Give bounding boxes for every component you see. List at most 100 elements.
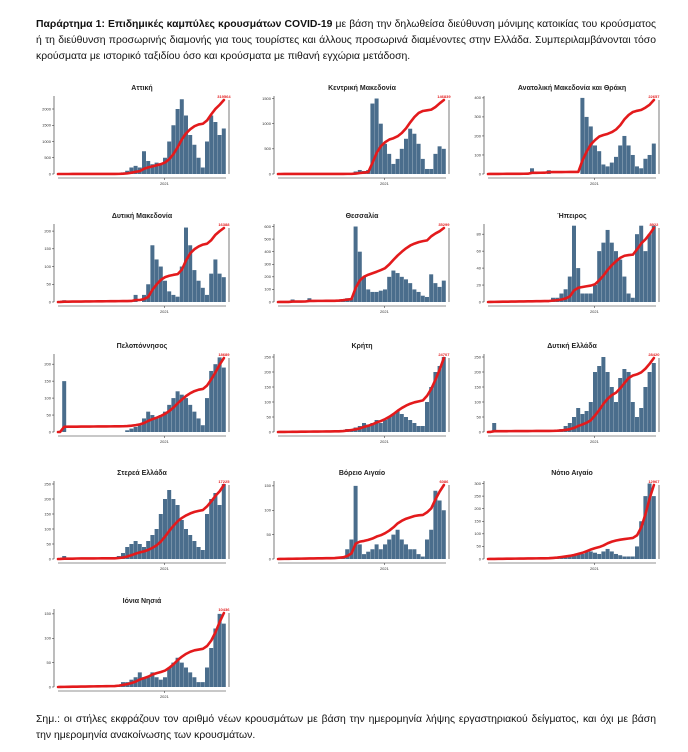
case-bar [437, 146, 442, 174]
case-bar [572, 555, 576, 559]
case-bar [572, 417, 576, 432]
case-bar [179, 266, 184, 302]
case-bar [639, 225, 644, 302]
case-bar [167, 490, 172, 559]
case-bar [142, 677, 146, 687]
y-tick-label: 150 [474, 519, 481, 524]
case-bar [179, 520, 184, 559]
case-bar [420, 556, 425, 559]
y-tick-label: 0 [479, 299, 482, 304]
y-tick-label: 150 [264, 483, 271, 488]
case-bar [142, 151, 146, 174]
case-bar [196, 682, 201, 687]
case-bar [205, 667, 209, 687]
case-bar [213, 493, 218, 559]
chart-svg: Βόρειο Αιγαίο 0 50 100 150 2021 6086 [264, 470, 450, 571]
y-tick-label: 100 [44, 264, 51, 269]
case-bar [597, 151, 602, 174]
epi-chart: Αττική 0 500 1000 1500 2000 2021 319564 [30, 80, 250, 198]
case-bar [217, 505, 222, 559]
case-bar [150, 672, 155, 687]
case-bar [133, 541, 138, 559]
case-bar [217, 357, 222, 432]
case-bar [353, 226, 358, 302]
case-bar [412, 289, 417, 302]
y-tick-label: 1500 [262, 96, 272, 101]
cumulative-line [276, 98, 446, 176]
case-bar [357, 544, 362, 559]
case-bar [593, 372, 597, 432]
y-tick-label: 0 [479, 429, 482, 434]
case-bar [374, 544, 379, 559]
chart-svg: Πελοπόννησος 0 50 100 150 200 2021 18689 [44, 342, 230, 444]
case-bar [142, 418, 146, 432]
y-tick-label: 200 [474, 133, 481, 138]
case-bar [387, 417, 392, 432]
chart-svg: Θεσσαλία 0 100 200 300 400 500 600 2021 35299 [264, 212, 450, 314]
y-tick-label: 150 [44, 246, 51, 251]
case-bar [605, 166, 610, 174]
case-bar [171, 499, 176, 559]
case-bar [391, 414, 396, 432]
case-bar [408, 420, 413, 432]
case-bar [593, 285, 597, 302]
case-bar [142, 547, 146, 559]
cumulative-end-label: 18689 [218, 352, 230, 357]
x-tick-label: 2021 [160, 439, 170, 444]
case-bar [221, 484, 226, 559]
chart-svg: Κρήτη 0 50 100 150 200 250 2021 24707 [264, 343, 450, 444]
y-tick-label: 20 [477, 282, 482, 287]
case-bar [129, 544, 134, 559]
case-bar [196, 418, 201, 432]
case-bar [395, 158, 400, 174]
case-bar [192, 677, 197, 687]
case-bar [429, 529, 434, 559]
case-bar [175, 657, 180, 687]
case-bar [647, 234, 652, 302]
case-bar [171, 398, 176, 432]
y-tick-label: 150 [44, 378, 51, 383]
chart-svg: Δυτική Μακεδονία 0 50 100 150 200 2021 16388 [44, 213, 230, 314]
y-tick-label: 50 [47, 412, 52, 417]
case-bar [125, 547, 130, 559]
chart-svg: Στερεά Ελλάδα 0 50 100 150 200 250 2021 17225 [44, 469, 230, 571]
y-tick-label: 200 [264, 274, 271, 279]
case-bar [647, 154, 652, 174]
chart-title: Βόρειο Αιγαίο [339, 470, 385, 477]
case-bar [158, 514, 163, 559]
y-tick-label: 80 [477, 231, 482, 236]
case-bar [163, 499, 167, 559]
case-bar [217, 273, 222, 302]
case-bar [416, 426, 421, 432]
epi-chart: Θεσσαλία 0 100 200 300 400 500 600 2021 35299 [250, 208, 470, 326]
case-bar [588, 293, 593, 302]
case-bar [370, 423, 375, 432]
case-bar [651, 143, 656, 174]
chart-svg: Ήπειρος 0 20 40 60 80 2021 8922 [477, 213, 660, 314]
case-bar [408, 549, 413, 559]
case-bar [580, 293, 585, 302]
case-bar [651, 225, 656, 302]
case-bar [437, 366, 442, 432]
case-bar [163, 280, 167, 302]
case-bar [433, 490, 438, 559]
chart-svg: Δυτική Ελλάδα 0 50 100 150 200 250 2021 28420 [474, 342, 660, 444]
y-tick-label: 500 [264, 236, 271, 241]
case-bar [374, 98, 379, 174]
case-bar [184, 227, 188, 302]
case-bar [408, 128, 413, 174]
case-bar [179, 662, 184, 687]
case-bar [626, 145, 631, 174]
case-bar [614, 251, 618, 302]
case-bar [567, 276, 572, 302]
y-tick-label: 0 [49, 171, 52, 176]
case-bar [635, 234, 639, 302]
epi-chart: Στερεά Ελλάδα 0 50 100 150 200 250 2021 17225 [30, 465, 250, 583]
case-bar [437, 286, 442, 302]
case-bar [167, 404, 172, 432]
case-bar [362, 276, 366, 302]
y-tick-label: 500 [264, 146, 271, 151]
case-bar [213, 628, 218, 687]
y-tick-label: 200 [44, 496, 51, 501]
case-bar [184, 115, 188, 174]
